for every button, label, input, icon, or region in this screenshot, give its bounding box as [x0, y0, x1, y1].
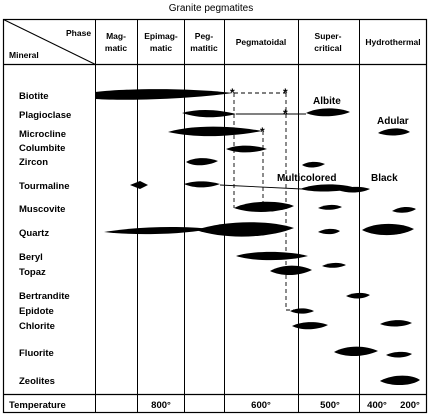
mineral-label-zeolites: Zeolites — [19, 376, 55, 387]
phase-header-magmatic-2: matic — [105, 43, 127, 53]
phase-header-pegmatitic-1: Peg- — [195, 31, 214, 41]
lens-zeolites — [380, 375, 420, 386]
lens-plagioclase-albite — [306, 108, 350, 117]
temperature-600: 600° — [251, 400, 271, 411]
phase-header-supercritical-2: critical — [314, 43, 341, 53]
mineral-label-zircon: Zircon — [19, 157, 48, 168]
lens-tourmaline-2 — [184, 181, 220, 188]
lens-quartz-2 — [196, 222, 294, 237]
mineral-label-fluorite: Fluorite — [19, 348, 54, 359]
crystallization-lenses — [95, 89, 420, 386]
mineral-label-beryl: Beryl — [19, 252, 43, 263]
lens-plagioclase-adular — [378, 128, 410, 136]
annotation-adular: Adular — [377, 116, 409, 127]
mineral-label-quartz: Quartz — [19, 228, 49, 239]
asterisk-marker: * — [283, 107, 288, 121]
diagram-title: Granite pegmatites — [169, 3, 254, 14]
lens-fluorite-2 — [386, 351, 412, 358]
annotation-multicolored: Multicolored — [277, 173, 336, 184]
lens-microcline — [168, 126, 262, 137]
phase-header-epimagmatic-1: Epimag- — [144, 31, 178, 41]
lens-fluorite-1 — [334, 346, 378, 357]
mineral-label-biotite: Biotite — [19, 91, 49, 102]
temperature-label: Temperature — [9, 400, 66, 411]
mineral-label-epidote: Epidote — [19, 306, 54, 317]
phase-header-pegmatoidal: Pegmatoidal — [236, 37, 287, 47]
mineral-label-muscovite: Muscovite — [19, 204, 65, 215]
asterisk-marker: * — [283, 86, 288, 100]
lens-tourmaline-1 — [130, 181, 148, 189]
mineral-label-tourmaline: Tourmaline — [19, 181, 70, 192]
lens-plagioclase-1 — [182, 110, 236, 118]
lens-quartz-4 — [362, 223, 414, 236]
asterisk-markers: * * * * — [230, 86, 288, 139]
mineral-label-bertrandite: Bertrandite — [19, 291, 70, 302]
lens-topaz-2 — [322, 262, 346, 268]
mineral-label-microcline: Microcline — [19, 129, 66, 140]
lens-muscovite-2 — [318, 204, 342, 210]
lens-quartz-3 — [318, 228, 340, 235]
mineral-corner-label: Mineral — [9, 50, 39, 60]
temperature-200: 200° — [400, 400, 420, 411]
alteration-paths — [233, 92, 296, 311]
annotation-albite: Albite — [313, 96, 341, 107]
lens-columbite — [226, 145, 267, 153]
mineral-label-plagioclase: Plagioclase — [19, 110, 71, 121]
phase-header-supercritical-1: Super- — [315, 31, 342, 41]
annotation-black: Black — [371, 173, 398, 184]
lens-chlorite-2 — [380, 320, 412, 327]
lens-beryl — [236, 251, 308, 261]
temperature-800: 800° — [151, 400, 171, 411]
lens-zircon-2 — [302, 161, 325, 168]
phase-header-hydrothermal: Hydrothermal — [365, 37, 420, 47]
lens-muscovite-1 — [234, 201, 294, 212]
asterisk-marker: * — [260, 125, 265, 139]
lens-topaz-1 — [270, 265, 312, 276]
lens-bertrandite — [346, 292, 370, 299]
asterisk-marker: * — [230, 86, 235, 100]
lens-muscovite-3 — [392, 206, 416, 213]
phase-header-pegmatitic-2: matitic — [190, 43, 218, 53]
phase-header-magmatic-1: Mag- — [106, 31, 126, 41]
temperature-500: 500° — [320, 400, 340, 411]
lens-chlorite-1 — [292, 322, 328, 330]
lens-biotite — [95, 89, 233, 100]
lens-tourmaline-black — [338, 186, 370, 193]
mineral-label-topaz: Topaz — [19, 267, 46, 278]
mineral-label-chlorite: Chlorite — [19, 321, 55, 332]
temperature-400: 400° — [367, 400, 387, 411]
phase-corner-label: Phase — [66, 28, 91, 38]
mineral-label-columbite: Columbite — [19, 143, 65, 154]
lens-quartz-1 — [104, 227, 210, 235]
lens-epidote — [290, 308, 314, 314]
phase-header-epimagmatic-2: matic — [150, 43, 172, 53]
lens-zircon-1 — [186, 158, 218, 166]
